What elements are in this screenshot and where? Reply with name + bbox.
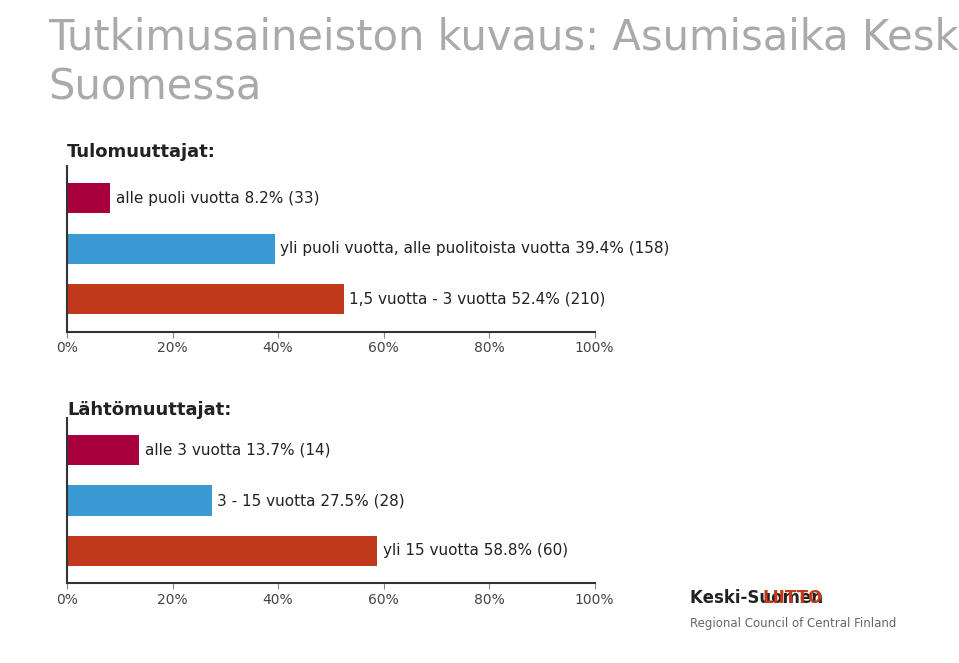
Text: Tulomuuttajat:: Tulomuuttajat: — [67, 143, 216, 160]
Bar — [67, 184, 110, 213]
Text: yli 15 vuotta 58.8% (60): yli 15 vuotta 58.8% (60) — [383, 543, 568, 558]
Bar — [67, 284, 343, 314]
Text: Tutkimusaineiston kuvaus: Asumisaika Keski-: Tutkimusaineiston kuvaus: Asumisaika Kes… — [48, 17, 959, 58]
Text: alle puoli vuotta 8.2% (33): alle puoli vuotta 8.2% (33) — [116, 191, 319, 206]
Bar — [67, 436, 139, 465]
Text: 3 - 15 vuotta 27.5% (28): 3 - 15 vuotta 27.5% (28) — [218, 493, 405, 508]
Bar — [67, 485, 212, 516]
Text: alle 3 vuotta 13.7% (14): alle 3 vuotta 13.7% (14) — [145, 443, 330, 458]
Text: yli puoli vuotta, alle puolitoista vuotta 39.4% (158): yli puoli vuotta, alle puolitoista vuott… — [280, 241, 669, 256]
Bar — [67, 233, 275, 264]
Text: Regional Council of Central Finland: Regional Council of Central Finland — [690, 617, 897, 630]
Bar — [67, 536, 377, 566]
Text: 1,5 vuotta - 3 vuotta 52.4% (210): 1,5 vuotta - 3 vuotta 52.4% (210) — [349, 291, 605, 306]
Text: Keski-Suomen: Keski-Suomen — [690, 589, 830, 607]
Text: Lähtömuuttajat:: Lähtömuuttajat: — [67, 401, 231, 419]
Text: LIITTO: LIITTO — [762, 589, 823, 607]
Text: Suomessa: Suomessa — [48, 66, 261, 108]
